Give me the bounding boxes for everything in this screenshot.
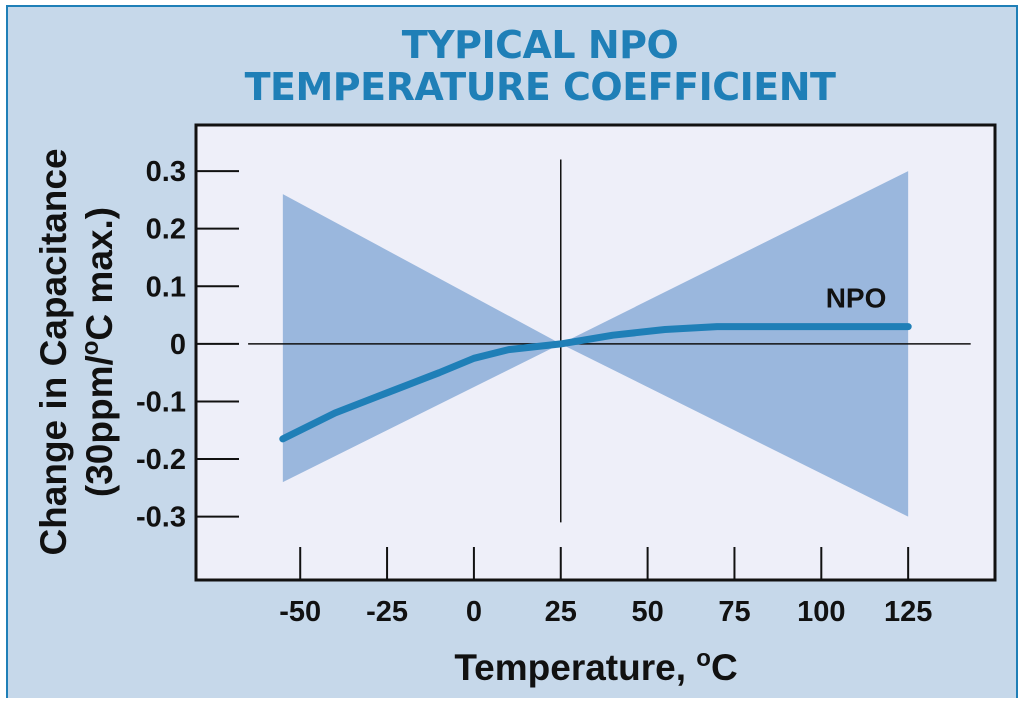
x-tick-label: 0 <box>466 596 482 628</box>
x-tick-label: 125 <box>884 596 932 628</box>
y-tick-label: 0 <box>170 329 186 361</box>
tolerance-band-left <box>282 194 561 483</box>
x-axis-label: Temperature, oC <box>454 645 737 688</box>
x-tick-label: -50 <box>279 596 321 628</box>
x-tick-label: -25 <box>366 596 408 628</box>
x-tick-label: 75 <box>718 596 750 628</box>
series-label-npo: NPO <box>826 283 887 314</box>
x-tick-label: 50 <box>631 596 663 628</box>
series-line-npo <box>279 323 912 443</box>
y-tick-label: 0.3 <box>146 156 186 188</box>
y-tick-label: -0.2 <box>136 444 186 476</box>
y-tick-label: 0.2 <box>146 214 186 246</box>
x-tick-label: 25 <box>545 596 577 628</box>
y-tick-label: 0.1 <box>146 271 186 303</box>
y-axis-label-line-2: (30ppm/oC max.) <box>77 207 120 497</box>
x-tick-label: 100 <box>797 596 845 628</box>
chart-title-line-2: TEMPERATURE COEFFICIENT <box>245 65 836 109</box>
y-axis-label-line-1: Change in Capacitance <box>33 148 74 555</box>
y-tick-label: -0.1 <box>136 386 186 418</box>
chart-title-line-1: TYPICAL NPO <box>402 23 679 67</box>
y-tick-label: -0.3 <box>136 502 186 534</box>
